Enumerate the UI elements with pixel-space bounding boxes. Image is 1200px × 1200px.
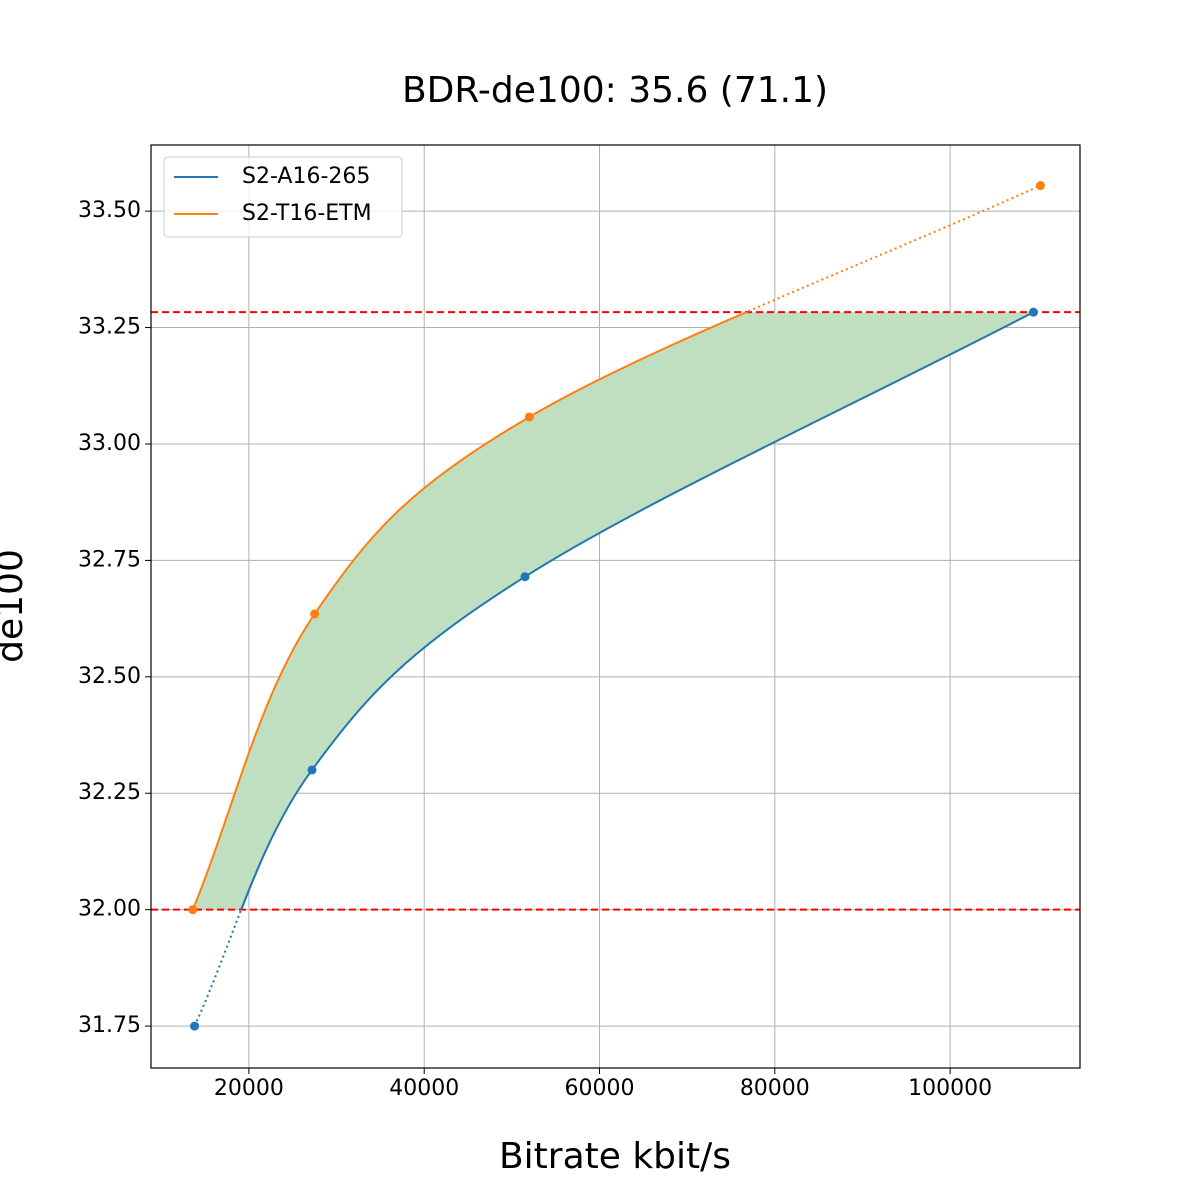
data-point [307,765,317,775]
x-tick-label: 60000 [565,1076,635,1101]
x-tick-label: 100000 [908,1076,992,1101]
data-point [520,572,530,582]
legend-label: S2-T16-ETM [242,201,372,226]
data-point [188,905,198,915]
x-tick-label: 40000 [389,1076,459,1101]
y-tick-label: 33.50 [78,198,141,223]
legend: S2-A16-265 S2-T16-ETM [163,156,403,238]
legend-box [163,156,403,238]
data-point [1035,181,1045,191]
y-tick-label: 33.00 [78,431,141,456]
y-tick-label: 32.25 [78,780,141,805]
grid [151,145,1080,1068]
ticks: 20000 40000 60000 80000 100000 31.75 32.00 32.2… [78,198,992,1101]
series-line [240,312,1034,910]
data-point [1028,307,1038,317]
data-point [524,412,534,422]
y-tick-label: 32.50 [78,664,141,689]
data-point [310,609,320,619]
axes-frame [150,144,1081,1069]
x-tick-label: 20000 [214,1076,284,1101]
legend-label: S2-A16-265 [242,164,370,189]
x-axis-label: Bitrate kbit/s [499,1136,731,1177]
fill-between [192,312,1034,910]
y-tick-label: 32.00 [78,897,141,922]
series-line [191,312,749,910]
y-tick-label: 31.75 [78,1013,141,1038]
plot-area [151,181,1080,1031]
series-line-extrapolated [191,184,1041,911]
x-tick-label: 80000 [740,1076,810,1101]
data-point [190,1021,200,1031]
y-tick-label: 33.25 [78,315,141,340]
y-axis-label: de100 [0,549,31,663]
chart-title: BDR-de100: 35.6 (71.1) [402,70,828,111]
y-tick-label: 32.75 [78,547,141,572]
